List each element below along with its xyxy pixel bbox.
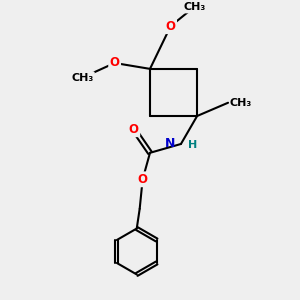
Text: CH₃: CH₃ bbox=[183, 2, 205, 12]
Text: O: O bbox=[129, 123, 139, 136]
Text: N: N bbox=[165, 137, 176, 151]
Text: O: O bbox=[110, 56, 120, 70]
Text: CH₃: CH₃ bbox=[230, 98, 252, 108]
Text: O: O bbox=[166, 20, 176, 33]
Text: CH₃: CH₃ bbox=[71, 73, 93, 83]
Text: O: O bbox=[138, 173, 148, 186]
Text: H: H bbox=[188, 140, 197, 150]
